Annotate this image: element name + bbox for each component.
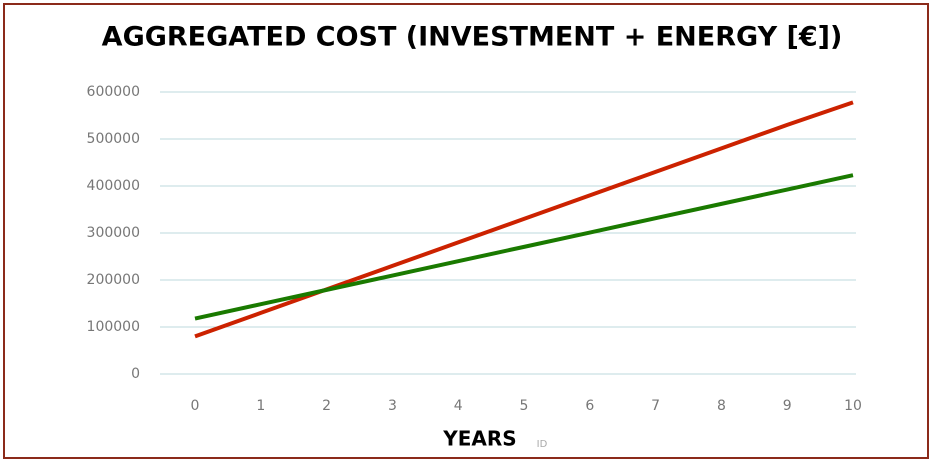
y-tick-label: 300000 <box>87 225 140 241</box>
y-tick-label: 100000 <box>87 319 140 335</box>
y-tick-label: 200000 <box>87 272 140 288</box>
x-tick-label: 8 <box>717 398 726 414</box>
x-tick-label: 0 <box>191 398 200 414</box>
x-tick-label: 1 <box>256 398 265 414</box>
y-tick-label: 400000 <box>87 178 140 194</box>
x-tick-label: 4 <box>454 398 463 414</box>
x-axis-label: YEARS <box>442 427 516 451</box>
x-tick-label: 5 <box>520 398 529 414</box>
x-tick-label: 6 <box>585 398 594 414</box>
x-tick-label: 9 <box>783 398 792 414</box>
x-tick-label: 2 <box>322 398 331 414</box>
y-tick-label: 500000 <box>87 131 140 147</box>
y-tick-label: 0 <box>131 366 140 382</box>
line-series <box>194 173 854 321</box>
line-series <box>194 100 854 339</box>
y-tick-label: 600000 <box>87 84 140 100</box>
annotation: ID <box>537 439 548 450</box>
frame <box>3 3 929 459</box>
chart-title: AGGREGATED COST (INVESTMENT + ENERGY [€]… <box>102 22 843 53</box>
x-tick-label: 7 <box>651 398 660 414</box>
x-tick-label: 3 <box>388 398 397 414</box>
x-tick-label: 10 <box>844 398 862 414</box>
